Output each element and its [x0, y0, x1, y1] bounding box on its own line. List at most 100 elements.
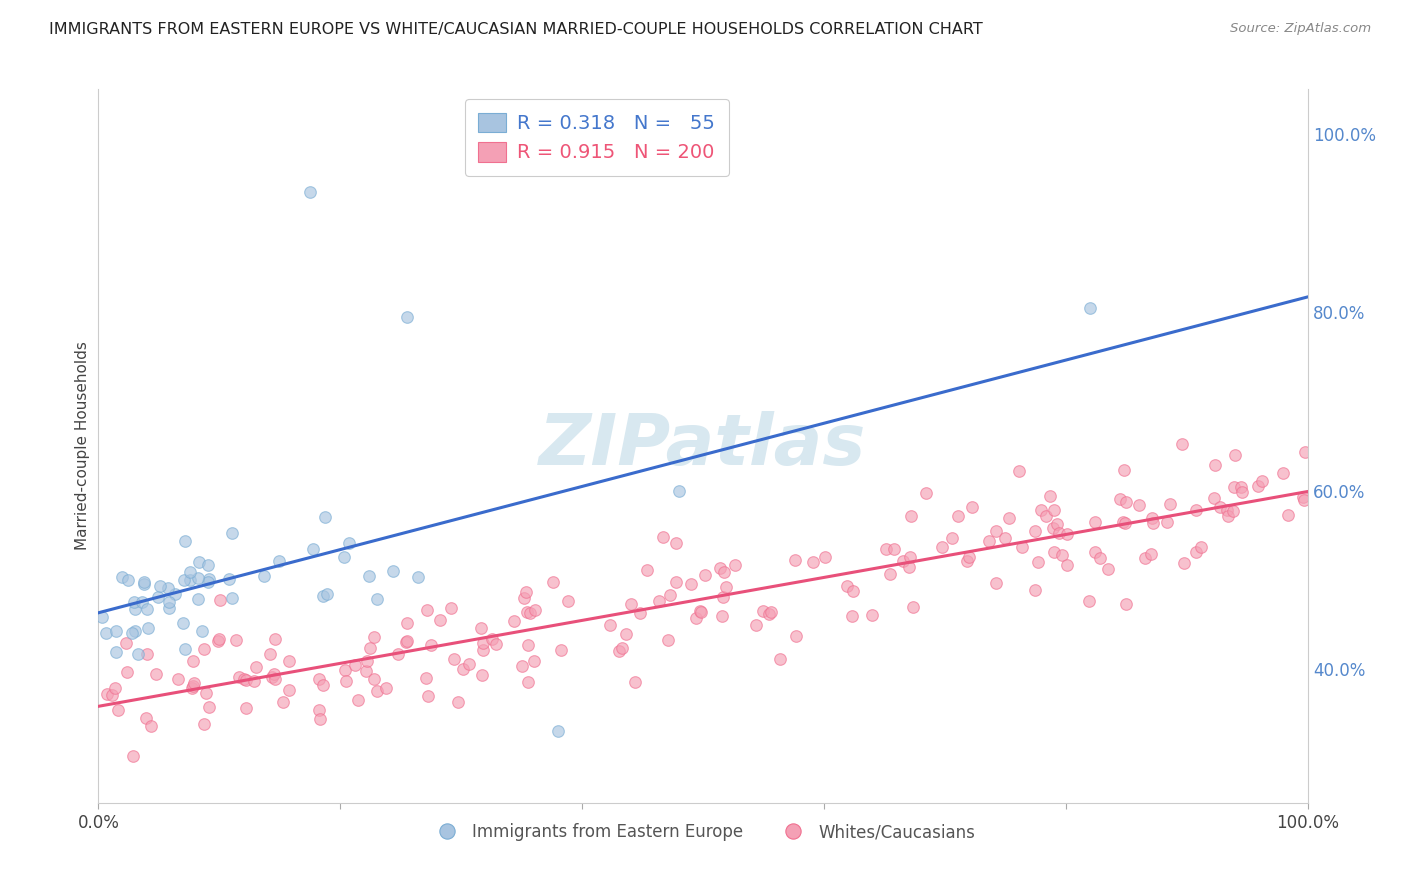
Point: [333, 663, 356, 677]
Point: [547, 724, 569, 739]
Point: [984, 575, 1007, 590]
Text: Source: ZipAtlas.com: Source: ZipAtlas.com: [1230, 22, 1371, 36]
Point: [429, 613, 451, 627]
Point: [659, 588, 682, 602]
Point: [114, 636, 136, 650]
Point: [1042, 544, 1064, 558]
Point: [440, 601, 463, 615]
Point: [395, 310, 418, 324]
Point: [135, 602, 157, 616]
Point: [513, 591, 536, 605]
Point: [179, 574, 201, 588]
Point: [557, 594, 579, 608]
Point: [1039, 489, 1062, 503]
Point: [235, 701, 257, 715]
Point: [724, 558, 747, 572]
Point: [652, 530, 675, 544]
Point: [198, 572, 221, 586]
Point: [381, 564, 404, 578]
Point: [308, 712, 330, 726]
Point: [264, 632, 287, 646]
Point: [993, 531, 1015, 545]
Point: [668, 483, 690, 498]
Point: [1078, 594, 1101, 608]
Point: [1223, 448, 1246, 462]
Point: [172, 616, 194, 631]
Point: [841, 609, 863, 624]
Point: [207, 634, 229, 648]
Point: [620, 597, 643, 611]
Point: [96, 626, 118, 640]
Point: [107, 703, 129, 717]
Text: ZIPatlas: ZIPatlas: [540, 411, 866, 481]
Point: [1047, 525, 1070, 540]
Point: [233, 672, 256, 686]
Point: [979, 534, 1001, 549]
Point: [136, 647, 159, 661]
Point: [193, 716, 215, 731]
Point: [354, 664, 377, 678]
Point: [363, 672, 385, 686]
Point: [1159, 497, 1181, 511]
Point: [277, 654, 299, 668]
Point: [1024, 524, 1046, 539]
Point: [860, 607, 883, 622]
Point: [131, 595, 153, 609]
Point: [516, 675, 538, 690]
Point: [541, 574, 564, 589]
Point: [157, 595, 180, 609]
Point: [136, 621, 159, 635]
Point: [1114, 463, 1136, 477]
Point: [891, 554, 914, 568]
Point: [359, 640, 381, 655]
Point: [104, 681, 127, 695]
Point: [1056, 526, 1078, 541]
Text: IMMIGRANTS FROM EASTERN EUROPE VS WHITE/CAUCASIAN MARRIED-COUPLE HOUSEHOLDS CORR: IMMIGRANTS FROM EASTERN EUROPE VS WHITE/…: [49, 22, 983, 37]
Point: [443, 652, 465, 666]
Point: [447, 695, 470, 709]
Point: [1294, 445, 1316, 459]
Point: [841, 584, 863, 599]
Point: [959, 549, 981, 564]
Point: [191, 624, 214, 639]
Point: [1202, 491, 1225, 505]
Point: [260, 669, 283, 683]
Point: [1230, 480, 1253, 494]
Point: [359, 569, 381, 583]
Point: [941, 531, 963, 545]
Point: [1216, 508, 1239, 523]
Point: [145, 667, 167, 681]
Point: [901, 599, 924, 614]
Point: [1050, 548, 1073, 562]
Point: [665, 536, 688, 550]
Point: [550, 643, 572, 657]
Point: [301, 542, 323, 557]
Point: [420, 639, 443, 653]
Point: [1115, 494, 1137, 508]
Point: [135, 711, 157, 725]
Point: [308, 703, 330, 717]
Point: [628, 606, 651, 620]
Point: [648, 594, 671, 608]
Point: [179, 565, 201, 579]
Point: [1046, 516, 1069, 531]
Point: [599, 617, 621, 632]
Point: [221, 526, 243, 541]
Point: [835, 579, 858, 593]
Point: [117, 573, 139, 587]
Point: [709, 561, 731, 575]
Point: [956, 554, 979, 568]
Point: [134, 574, 156, 589]
Point: [195, 685, 218, 699]
Point: [416, 689, 439, 703]
Point: [299, 185, 322, 199]
Point: [235, 673, 257, 687]
Point: [122, 595, 145, 609]
Point: [1056, 558, 1078, 572]
Point: [1208, 500, 1230, 515]
Point: [481, 632, 503, 647]
Point: [471, 636, 494, 650]
Point: [1142, 516, 1164, 530]
Point: [523, 654, 546, 668]
Point: [690, 605, 713, 619]
